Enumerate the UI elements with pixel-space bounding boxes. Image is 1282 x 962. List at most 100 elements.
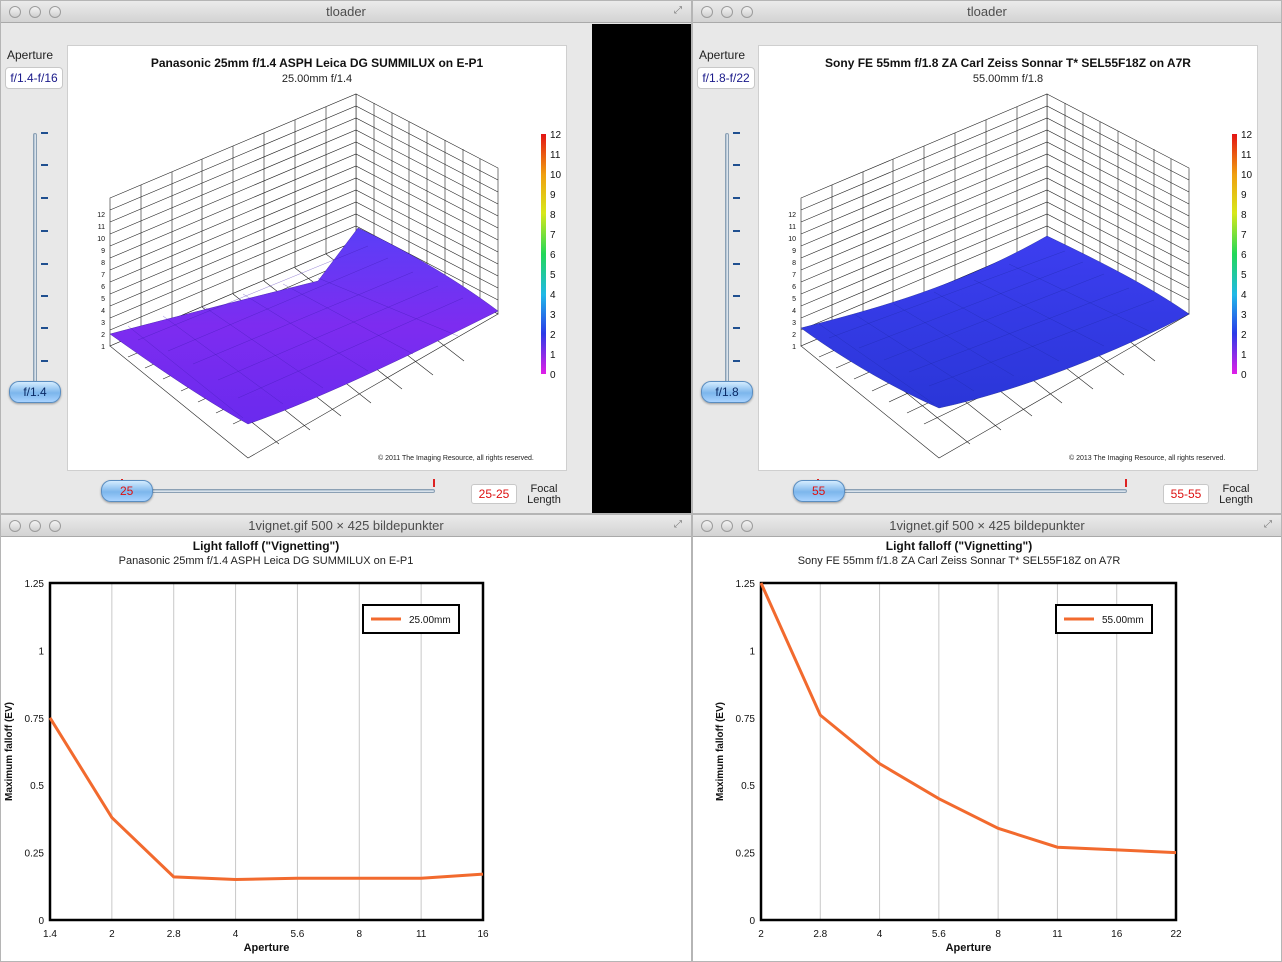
y-tick-label: 1 [38, 646, 44, 657]
minimize-button[interactable] [29, 520, 41, 532]
svg-text:4: 4 [1241, 290, 1247, 301]
aperture-tick [733, 164, 740, 166]
zoom-button[interactable] [741, 520, 753, 532]
focal-length-label: Focal Length [1215, 484, 1257, 506]
aperture-tick [41, 230, 48, 232]
svg-text:4: 4 [550, 290, 556, 301]
minimize-button[interactable] [721, 6, 733, 18]
x-tick-label: 4 [233, 929, 239, 940]
svg-text:8: 8 [1241, 210, 1247, 221]
close-button[interactable] [9, 6, 21, 18]
chart-subtitle: Panasonic 25mm f/1.4 ASPH Leica DG SUMMI… [118, 555, 414, 567]
aperture-tick [41, 263, 48, 265]
svg-text:1: 1 [1241, 350, 1247, 361]
window-title: tloader [326, 4, 366, 19]
aperture-label: Aperture [699, 48, 746, 62]
fullscreen-icon[interactable]: ⤢ [1264, 519, 1272, 530]
chart-title: Light falloff ("Vignetting") [192, 539, 340, 553]
focal-tick [1125, 479, 1127, 487]
aperture-tick [733, 327, 740, 329]
right-graph-titlebar[interactable]: 1vignet.gif 500 × 425 bildepunkter ⤢ [693, 515, 1281, 537]
minimize-button[interactable] [721, 520, 733, 532]
y-tick-label: 0.25 [736, 849, 756, 860]
svg-text:12: 12 [550, 130, 562, 141]
copyright-text: © 2011 The Imaging Resource, all rights … [378, 455, 534, 462]
x-tick-label: 5.6 [932, 929, 946, 940]
aperture-tick [733, 132, 740, 134]
close-button[interactable] [701, 520, 713, 532]
focal-tick [433, 479, 435, 487]
svg-text:11: 11 [98, 224, 105, 231]
aperture-slider-track[interactable] [725, 133, 729, 389]
minimize-button[interactable] [29, 6, 41, 18]
svg-text:2: 2 [550, 330, 556, 341]
x-tick-label: 2 [109, 929, 115, 940]
y-tick-label: 0.75 [25, 714, 45, 725]
window-title: 1vignet.gif 500 × 425 bildepunkter [248, 518, 444, 533]
svg-text:5: 5 [550, 270, 556, 281]
fullscreen-icon[interactable]: ⤢ [674, 5, 682, 16]
svg-text:4: 4 [101, 308, 105, 315]
svg-text:7: 7 [101, 272, 105, 279]
right-viewer-titlebar[interactable]: tloader [693, 1, 1281, 23]
svg-text:2: 2 [101, 332, 105, 339]
svg-text:11: 11 [1241, 150, 1252, 161]
svg-text:3: 3 [1241, 310, 1247, 321]
y-tick-label: 0.25 [25, 849, 45, 860]
copyright-text: © 2013 The Imaging Resource, all rights … [1069, 455, 1226, 462]
y-tick-label: 1.25 [736, 579, 756, 590]
focal-slider-track[interactable] [811, 489, 1127, 493]
y-tick-label: 0.75 [736, 714, 756, 725]
focal-label-line1: Focal [1222, 483, 1250, 495]
vignetting-3d-plot: Sony FE 55mm f/1.8 ZA Carl Zeiss Sonnar … [758, 45, 1258, 471]
focal-slider-knob[interactable]: 25 [101, 480, 153, 502]
right-graph-window: 1vignet.gif 500 × 425 bildepunkter ⤢ Lig… [692, 514, 1282, 962]
zoom-button[interactable] [49, 520, 61, 532]
x-tick-label: 1.4 [43, 929, 57, 940]
svg-text:7: 7 [550, 230, 556, 241]
svg-text:8: 8 [550, 210, 556, 221]
aperture-tick [41, 360, 48, 362]
aperture-tick [733, 295, 740, 297]
colorbar-labels: 12 11 10 9 8 7 6 5 4 3 2 1 0 [1241, 130, 1253, 381]
y-tick-label: 1.25 [25, 579, 45, 590]
left-graph-titlebar[interactable]: 1vignet.gif 500 × 425 bildepunkter ⤢ [1, 515, 691, 537]
x-tick-label: 4 [877, 929, 883, 940]
aperture-label: Aperture [7, 48, 54, 62]
close-button[interactable] [701, 6, 713, 18]
aperture-slider-knob[interactable]: f/1.4 [9, 381, 61, 403]
left-viewer-titlebar[interactable]: tloader ⤢ [1, 1, 691, 23]
svg-text:5: 5 [792, 296, 796, 303]
plot-subtitle: 55.00mm f/1.8 [972, 73, 1044, 85]
y-tick-label: 0 [38, 916, 44, 927]
svg-text:0: 0 [550, 370, 556, 381]
colorbar-labels: 12 11 10 9 8 7 6 5 4 3 2 1 0 [550, 130, 562, 381]
x-axis-label: Aperture [946, 942, 992, 954]
aperture-slider-knob[interactable]: f/1.8 [701, 381, 753, 403]
empty-dark-area [592, 24, 691, 513]
zoom-button[interactable] [49, 6, 61, 18]
focal-slider-track[interactable] [119, 489, 435, 493]
zoom-button[interactable] [741, 6, 753, 18]
aperture-tick [41, 164, 48, 166]
svg-text:8: 8 [101, 260, 105, 267]
fullscreen-icon[interactable]: ⤢ [674, 519, 682, 530]
svg-text:0: 0 [1241, 370, 1247, 381]
aperture-tick [41, 197, 48, 199]
colorbar [1232, 134, 1237, 374]
close-button[interactable] [9, 520, 21, 532]
svg-text:5: 5 [1241, 270, 1247, 281]
focal-label-line1: Focal [530, 483, 558, 495]
falloff-line-chart: 0 0.25 0.5 0.75 1 1.25 2 2.8 4 5.6 8 11 16 22 Aperture… [715, 579, 1182, 954]
focal-slider-knob[interactable]: 55 [793, 480, 845, 502]
aperture-slider-track[interactable] [33, 133, 37, 389]
aperture-tick [41, 295, 48, 297]
svg-text:3: 3 [550, 310, 556, 321]
series-line [759, 582, 1177, 855]
aperture-tick [733, 360, 740, 362]
x-tick-label: 16 [477, 929, 489, 940]
vignetting-3d-plot: Panasonic 25mm f/1.4 ASPH Leica DG SUMMI… [67, 45, 567, 471]
